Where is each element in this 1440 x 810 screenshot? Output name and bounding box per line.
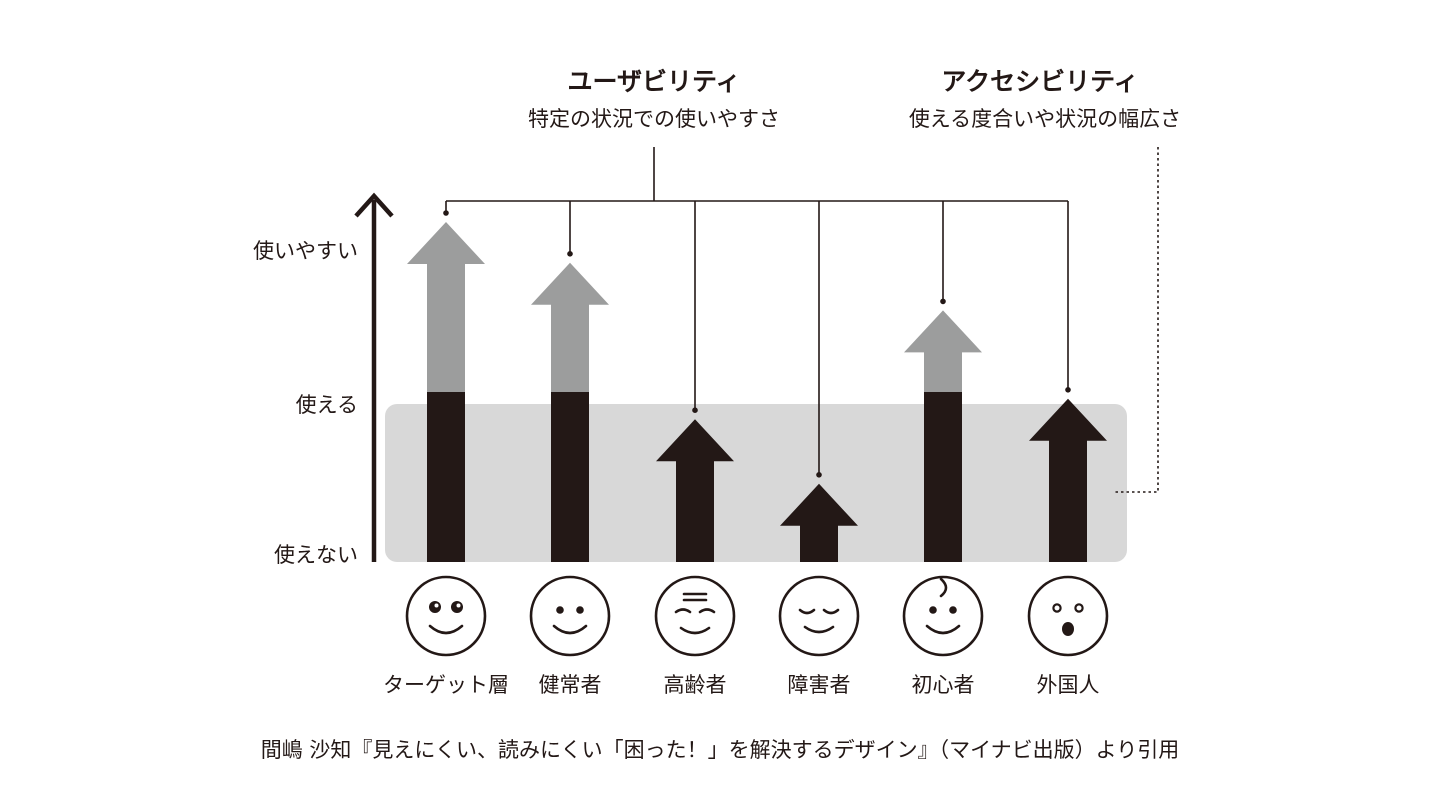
user-arrow: [904, 201, 982, 562]
usability-title: ユーザビリティ: [567, 67, 740, 96]
source-caption: 間嶋 沙知『見えにくい、読みにくい「困った！」を解決するデザイン』（マイナビ出版…: [261, 738, 1180, 762]
foreigner-face-icon: [1027, 575, 1109, 657]
arrow-shape: [780, 483, 858, 562]
user-arrow: [1029, 201, 1107, 562]
arrow-usable-portion: [551, 392, 589, 562]
user-label: 外国人: [1037, 673, 1100, 697]
arrow-shape: [656, 419, 734, 562]
accessibility-subtitle: 使える度合いや状況の幅広さ: [909, 107, 1181, 131]
user-arrow: [656, 201, 734, 562]
axis-label-unusable: 使えない: [274, 543, 358, 567]
leader-dot: [940, 298, 946, 305]
arrow-usable-portion: [427, 392, 465, 562]
user-arrow: [780, 201, 858, 562]
user-label: 高齢者: [664, 673, 727, 697]
user-arrow: [407, 201, 485, 562]
axis-label-usable: 使える: [296, 393, 358, 417]
user-label: 健常者: [539, 673, 602, 697]
user-arrow: [531, 201, 609, 562]
leader-dot: [567, 251, 573, 257]
leader-dot: [816, 472, 822, 478]
vertical-axis: [354, 192, 394, 562]
usability-subtitle: 特定の状況での使いやすさ: [528, 107, 780, 131]
beginner-face-icon: [902, 575, 984, 657]
arrow-shape: [1029, 398, 1107, 562]
leader-dot: [443, 210, 449, 216]
usability-bracket: [446, 147, 1068, 202]
user-label: 初心者: [912, 673, 975, 697]
axis-label-easy-to-use: 使いやすい: [253, 239, 358, 263]
healthy-face-icon: [529, 575, 611, 657]
elderly-face-icon: [654, 575, 736, 657]
accessibility-range-band: [385, 404, 1127, 562]
disabled-face-icon: [778, 575, 860, 657]
user-label: 障害者: [788, 673, 851, 697]
user-label: ターゲット層: [383, 673, 509, 697]
leader-dot: [692, 407, 698, 414]
arrow-usable-portion: [924, 392, 962, 562]
accessibility-title: アクセシビリティ: [941, 67, 1138, 96]
target-face-icon: [405, 575, 487, 657]
leader-dot: [1065, 387, 1071, 393]
